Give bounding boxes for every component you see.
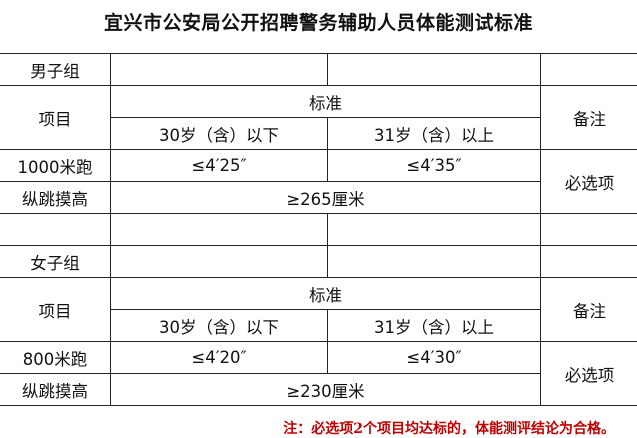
item-header: 项目 <box>0 85 111 150</box>
jump-value: ≥230厘米 <box>110 373 541 406</box>
footnote: 注：必选项2个项目均达标的，体能测评结论为合格。 <box>283 421 615 437</box>
empty-cell <box>110 213 328 246</box>
jump-value: ≥265厘米 <box>110 181 541 214</box>
remark-header: 备注 <box>540 85 637 150</box>
item-header: 项目 <box>0 277 111 342</box>
jump-label: 纵跳摸高 <box>0 373 111 406</box>
empty-cell <box>110 53 328 86</box>
empty-cell <box>540 245 637 278</box>
empty-cell <box>327 53 541 86</box>
standard-header: 标准 <box>110 277 541 310</box>
table-row: 男子组 <box>0 53 637 86</box>
age-over-header: 31岁（含）以上 <box>327 309 541 342</box>
table-row <box>0 213 637 246</box>
table-row: 纵跳摸高 ≥265厘米 <box>0 181 637 214</box>
empty-cell <box>110 245 328 278</box>
remark-cell: 必选项 <box>540 149 637 214</box>
age-under-header: 30岁（含）以下 <box>110 117 328 150</box>
table-row: 800米跑 ≤4′20″ ≤4′30″ 必选项 <box>0 341 637 406</box>
table-row: 项目 标准 备注 <box>0 85 637 150</box>
empty-cell <box>327 245 541 278</box>
run-label: 1000米跑 <box>0 149 111 182</box>
table-row: 项目 标准 备注 <box>0 277 637 342</box>
run-under-value: ≤4′20″ <box>110 341 328 374</box>
empty-cell <box>0 213 111 246</box>
empty-cell <box>540 53 637 86</box>
remark-header: 备注 <box>540 277 637 342</box>
age-over-header: 31岁（含）以上 <box>327 117 541 150</box>
jump-label: 纵跳摸高 <box>0 181 111 214</box>
run-under-value: ≤4′25″ <box>110 149 328 182</box>
table-row: 1000米跑 ≤4′25″ ≤4′35″ 必选项 <box>0 149 637 214</box>
table-row: 纵跳摸高 ≥230厘米 <box>0 373 637 406</box>
empty-cell <box>540 213 637 246</box>
standard-header: 标准 <box>110 85 541 118</box>
age-under-header: 30岁（含）以下 <box>110 309 328 342</box>
run-label: 800米跑 <box>0 341 111 374</box>
standards-table: 男子组 项目 标准 备注 30岁（含）以下 31岁（含）以上 1000米跑 ≤4… <box>0 53 637 406</box>
run-over-value: ≤4′30″ <box>327 341 541 374</box>
empty-cell <box>327 213 541 246</box>
table-row: 30岁（含）以下 31岁（含）以上 <box>0 309 637 342</box>
run-over-value: ≤4′35″ <box>327 149 541 182</box>
table-row: 30岁（含）以下 31岁（含）以上 <box>0 117 637 150</box>
female-group-label: 女子组 <box>0 245 111 278</box>
table-row: 女子组 <box>0 245 637 278</box>
remark-cell: 必选项 <box>540 341 637 406</box>
page-title: 宜兴市公安局公开招聘警务辅助人员体能测试标准 <box>103 12 533 34</box>
male-group-label: 男子组 <box>0 53 111 86</box>
